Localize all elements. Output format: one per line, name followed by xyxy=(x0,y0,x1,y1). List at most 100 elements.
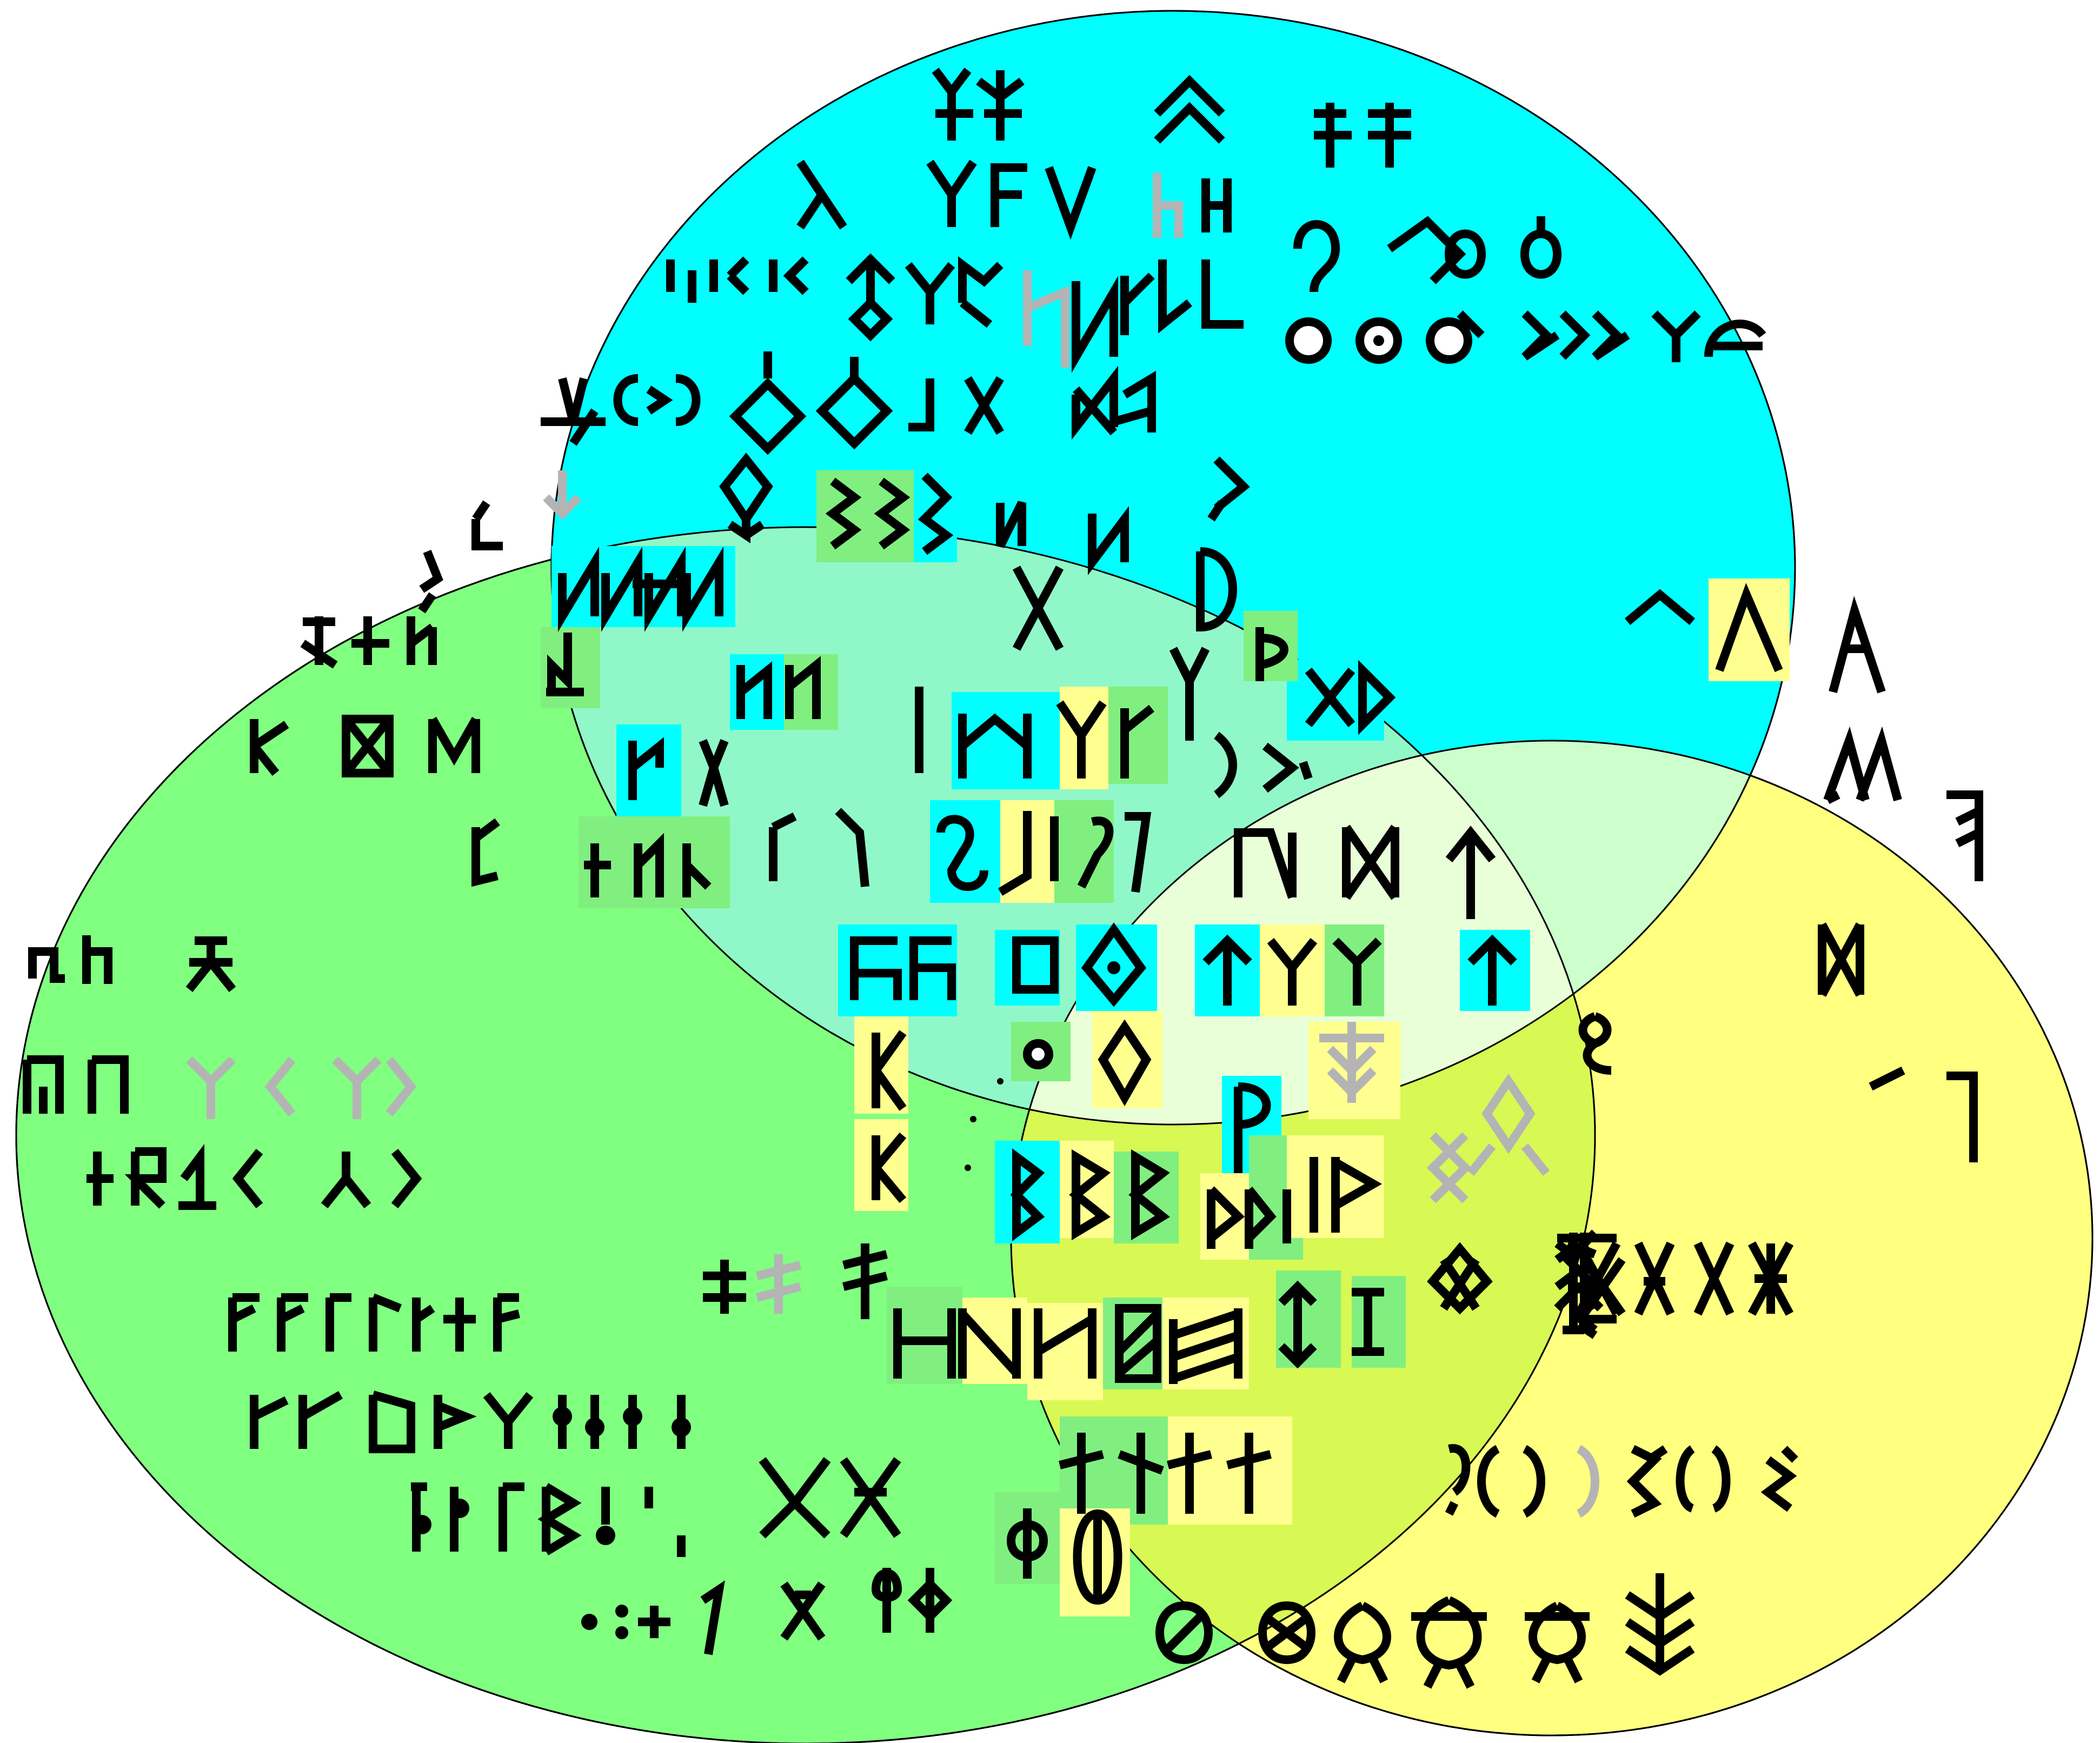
rune-glyph xyxy=(1112,370,1156,433)
rune-glyph xyxy=(958,256,1004,328)
left-right-overlap-glyphs xyxy=(703,1243,1272,1605)
left-set-outline xyxy=(15,526,1596,1743)
rune-glyph xyxy=(1282,1157,1383,1243)
rune-glyph xyxy=(1457,310,1560,361)
rune-glyph xyxy=(1154,75,1225,144)
rune-glyph xyxy=(1426,1073,1550,1203)
rune-glyph xyxy=(638,1568,953,1655)
dot-glyph xyxy=(970,1116,976,1122)
ring-glyph xyxy=(1023,1039,1053,1069)
rune-glyph xyxy=(1098,1019,1152,1107)
rune-glyph xyxy=(1334,1601,1391,1684)
rune-glyph xyxy=(228,1293,520,1352)
rune-glyph xyxy=(1120,260,1192,335)
rune-glyph xyxy=(825,473,954,555)
rune-glyph xyxy=(342,715,394,777)
dot-glyph xyxy=(965,1165,971,1171)
rune-glyph xyxy=(842,1243,888,1319)
rune-glyph xyxy=(1342,824,1399,900)
rune-glyph xyxy=(1213,731,1313,799)
rune-glyph xyxy=(1305,660,1396,735)
rune-glyph xyxy=(1255,627,1288,681)
rune-glyph xyxy=(736,656,821,719)
rune-glyph xyxy=(541,377,606,446)
rune-glyph xyxy=(958,713,1032,779)
face-glyph xyxy=(1426,317,1472,364)
dot-glyph xyxy=(596,1526,615,1545)
rune-glyph xyxy=(1554,1240,1581,1263)
rune-glyph xyxy=(428,717,480,773)
rune-glyph xyxy=(1167,1433,1272,1514)
rune-glyph xyxy=(1201,260,1244,329)
rune-glyph xyxy=(1747,1241,1794,1316)
rune-glyph xyxy=(1760,1446,1798,1512)
dot-glyph xyxy=(1107,961,1120,974)
rune-glyph xyxy=(1634,1241,1675,1316)
top-left-overlap-glyphs xyxy=(543,453,1026,897)
rune-glyph xyxy=(964,376,1004,435)
rune-glyph xyxy=(835,808,869,887)
rune-glyph xyxy=(1169,647,1210,741)
rune-glyph xyxy=(1554,1283,1582,1312)
dot-glyph xyxy=(623,1407,642,1426)
rune-glyph xyxy=(872,1030,907,1111)
rune-glyph xyxy=(1578,1012,1612,1075)
rune-glyph xyxy=(703,1260,746,1314)
rune-glyph xyxy=(613,374,701,426)
dot-glyph xyxy=(615,1605,628,1618)
right-region-glyphs xyxy=(1278,583,1983,1369)
rune-glyph xyxy=(1234,828,1297,899)
rune-glyph xyxy=(666,260,696,303)
rune-glyph xyxy=(1278,1280,1384,1369)
rune-glyph xyxy=(1267,937,1382,1006)
rune-glyph xyxy=(1207,456,1250,522)
rune-glyph xyxy=(1559,310,1701,362)
rune-glyph xyxy=(1234,1082,1271,1173)
rune-glyph xyxy=(1693,1241,1735,1316)
rune-glyph xyxy=(1579,1234,1617,1323)
rune-glyph xyxy=(546,633,584,696)
circle-glyph xyxy=(1285,317,1332,364)
rune-glyph xyxy=(584,833,712,897)
rune-glyph xyxy=(418,550,443,614)
rune-glyph xyxy=(1088,506,1129,575)
rune-glyph xyxy=(1525,1601,1590,1684)
rune-glyph xyxy=(756,1254,801,1314)
rune-glyph xyxy=(1445,826,1496,919)
rune-glyph xyxy=(796,159,847,230)
rune-glyph xyxy=(1829,596,1886,694)
dot-glyph xyxy=(581,1614,597,1630)
dot-glyph xyxy=(672,1418,691,1437)
top-left-overlap xyxy=(551,527,1595,1125)
rune-glyph xyxy=(719,453,773,543)
right-bottom-glyphs xyxy=(1155,1234,1798,1689)
rune-glyph xyxy=(998,811,1059,896)
rune-glyph xyxy=(936,815,988,891)
rune-glyph xyxy=(1169,1308,1242,1384)
rune-glyph xyxy=(1034,1308,1096,1379)
rune-glyph xyxy=(1072,365,1118,440)
rune-glyph xyxy=(628,737,664,800)
rune-glyph xyxy=(1319,1022,1384,1103)
rune-glyph xyxy=(1825,790,1840,804)
rune-glyph xyxy=(1045,166,1096,240)
rune-glyph xyxy=(976,70,1025,141)
dot-glyph xyxy=(615,1626,628,1639)
rune-glyph xyxy=(1023,270,1069,368)
rune-glyph xyxy=(1207,1186,1277,1249)
rune-glyph xyxy=(250,719,289,776)
rune-glyph xyxy=(769,812,797,881)
rune-glyph xyxy=(1477,1445,1545,1518)
rune-glyph xyxy=(1081,922,1147,1007)
rune-glyph xyxy=(1676,1445,1731,1513)
dot-glyph xyxy=(412,1515,431,1534)
rune-glyph xyxy=(1946,790,1983,881)
rune-glyph xyxy=(543,470,582,520)
rune-glyph xyxy=(1202,934,1252,1006)
rune-glyph xyxy=(471,500,503,550)
rune-glyph xyxy=(846,253,895,342)
rune-glyph xyxy=(186,1056,417,1119)
rune-glyph xyxy=(232,1149,422,1208)
rune-glyph xyxy=(893,1308,1021,1379)
